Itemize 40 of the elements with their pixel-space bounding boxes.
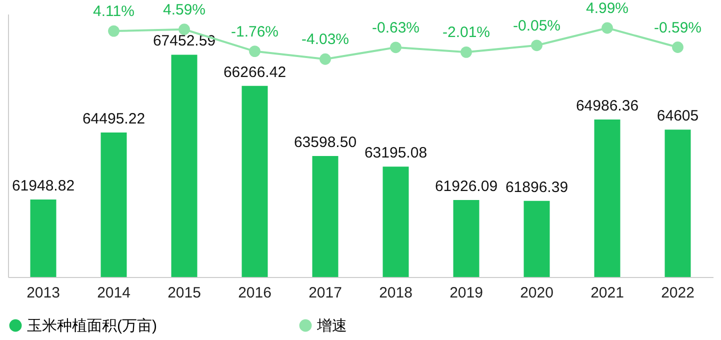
legend-label: 玉米种植面积(万亩) <box>27 318 157 335</box>
point <box>531 40 542 52</box>
data-label: -4.03% <box>301 31 350 48</box>
data-label: 4.99% <box>586 0 629 18</box>
data-label: -1.76% <box>230 23 279 40</box>
data-label: 4.59% <box>162 1 206 18</box>
x-tick-label: 2022 <box>661 284 694 302</box>
data-label: -0.05% <box>512 17 561 34</box>
data-label: -0.59% <box>654 19 702 36</box>
x-tick-label: 2015 <box>168 284 201 302</box>
x-tick-label: 2017 <box>308 284 342 302</box>
point <box>460 46 472 58</box>
point <box>249 46 260 57</box>
data-label: 4.11% <box>93 3 134 20</box>
data-label: -0.63% <box>372 19 420 36</box>
data-label: 64495.22 <box>82 110 146 128</box>
data-label: 61896.39 <box>505 178 568 196</box>
x-tick-label: 2013 <box>26 284 60 302</box>
x-tick-label: 2019 <box>450 284 483 302</box>
data-label: 61948.82 <box>12 177 75 194</box>
point <box>108 25 120 37</box>
x-tick-label: 2018 <box>379 284 412 302</box>
data-label: 64986.36 <box>576 98 639 115</box>
x-tick-label: 2021 <box>590 284 624 302</box>
data-label: 63598.50 <box>294 134 357 152</box>
data-label: 67452.59 <box>152 32 216 50</box>
point <box>390 42 402 54</box>
data-label: 63195.08 <box>364 144 428 162</box>
point <box>602 22 613 34</box>
point <box>320 53 331 65</box>
point <box>178 24 190 36</box>
x-tick-label: 2016 <box>238 284 272 302</box>
data-label: 64605 <box>656 108 699 125</box>
legend-label: 增速 <box>316 318 347 335</box>
x-tick-label: 2020 <box>520 284 554 302</box>
point <box>672 42 684 53</box>
x-tick-label: 2014 <box>97 284 130 302</box>
data-label: -2.01% <box>442 24 490 42</box>
data-label: 61926.09 <box>434 178 498 196</box>
data-label: 66266.42 <box>223 64 286 81</box>
